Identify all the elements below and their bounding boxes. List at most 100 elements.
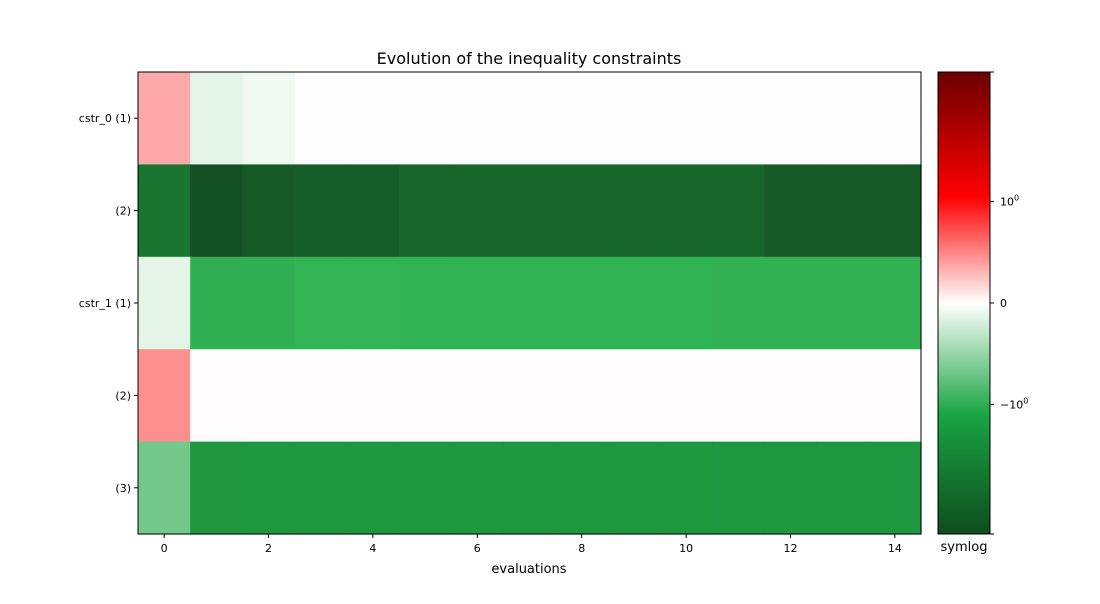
heatmap-cell	[660, 164, 713, 258]
heatmap-cell	[764, 164, 818, 258]
heatmap-cell	[816, 164, 870, 258]
x-tick-label: 10	[679, 542, 693, 555]
heatmap-cell	[764, 349, 818, 443]
heatmap-cell	[346, 441, 400, 535]
heatmap-cell	[555, 256, 609, 350]
heatmap-cell	[242, 164, 296, 258]
y-tick-label: (3)	[115, 482, 131, 495]
heatmap-cell	[451, 256, 504, 350]
heatmap-cell	[712, 256, 765, 350]
x-tick-label: 8	[578, 542, 585, 555]
heatmap-cell	[503, 256, 557, 350]
heatmap-cell	[660, 256, 713, 350]
heatmap-cell	[242, 349, 296, 443]
chart-title: Evolution of the inequality constraints	[377, 49, 682, 68]
heatmap-cell	[868, 441, 922, 535]
heatmap-cell	[294, 164, 348, 258]
heatmap-cell	[294, 349, 348, 443]
heatmap-cell	[399, 349, 452, 443]
y-tick-label: (2)	[115, 389, 131, 402]
heatmap-cell	[346, 164, 400, 258]
y-axis: cstr_0 (1) (2) cstr_1 (1) (2) (3)	[79, 112, 138, 495]
heatmap-cell	[503, 164, 557, 258]
heatmap-cell	[660, 349, 713, 443]
colorbar-ticks: 100 0 −100	[990, 71, 1028, 535]
heatmap-cell	[346, 72, 400, 165]
colorbar-tick-label: −100	[1000, 397, 1028, 412]
heatmap-cells	[138, 72, 922, 535]
y-tick-label: cstr_1 (1)	[79, 297, 131, 310]
heatmap-cell	[190, 72, 243, 165]
heatmap-cell	[399, 256, 452, 350]
heatmap-cell	[868, 164, 922, 258]
heatmap-cell	[451, 72, 504, 165]
heatmap-cell	[399, 72, 452, 165]
x-tick-label: 4	[369, 542, 376, 555]
heatmap-cell	[868, 72, 922, 165]
heatmap-cell	[503, 349, 557, 443]
heatmap-cell	[242, 72, 296, 165]
heatmap-cell	[138, 441, 191, 535]
heatmap-cell	[868, 256, 922, 350]
heatmap-cell	[399, 164, 452, 258]
heatmap-cell	[503, 441, 557, 535]
heatmap-cell	[138, 256, 191, 350]
heatmap-cell	[712, 72, 765, 165]
heatmap-cell	[555, 164, 609, 258]
heatmap-cell	[607, 349, 661, 443]
heatmap-cell	[138, 349, 191, 443]
heatmap-cell	[503, 72, 557, 165]
heatmap-cell	[764, 256, 818, 350]
x-axis-label: evaluations	[491, 562, 566, 577]
heatmap-cell	[294, 72, 348, 165]
heatmap-cell	[138, 164, 191, 258]
heatmap-cell	[816, 256, 870, 350]
heatmap-cell	[190, 256, 243, 350]
colorbar-label: symlog	[941, 540, 988, 555]
heatmap-cell	[712, 164, 765, 258]
heatmap-cell	[451, 349, 504, 443]
heatmap-cell	[816, 72, 870, 165]
heatmap-cell	[816, 349, 870, 443]
heatmap-cell	[607, 72, 661, 165]
heatmap-cell	[660, 72, 713, 165]
x-tick-label: 0	[161, 542, 168, 555]
x-axis: 0 2 4 6 8 10 12 14	[161, 534, 902, 555]
heatmap-cell	[816, 441, 870, 535]
y-tick-label: cstr_0 (1)	[79, 112, 131, 125]
heatmap-cell	[555, 349, 609, 443]
heatmap-cell	[138, 72, 191, 165]
heatmap-cell	[868, 349, 922, 443]
x-tick-label: 14	[888, 542, 902, 555]
x-tick-label: 6	[474, 542, 481, 555]
heatmap-cell	[399, 441, 452, 535]
heatmap-cell	[607, 441, 661, 535]
colorbar-tick-label: 100	[1000, 193, 1019, 208]
colorbar	[937, 71, 991, 535]
heatmap-cell	[346, 256, 400, 350]
heatmap-cell	[294, 441, 348, 535]
x-tick-label: 2	[265, 542, 272, 555]
heatmap-cell	[242, 256, 296, 350]
heatmap-cell	[555, 72, 609, 165]
heatmap-cell	[607, 164, 661, 258]
heatmap-cell	[607, 256, 661, 350]
x-tick-label: 12	[784, 542, 798, 555]
heatmap-cell	[764, 441, 818, 535]
heatmap-cell	[294, 256, 348, 350]
heatmap-cell	[451, 164, 504, 258]
heatmap-cell	[190, 441, 243, 535]
heatmap-cell	[712, 349, 765, 443]
colorbar-tick-label: 0	[1000, 297, 1007, 310]
y-tick-label: (2)	[115, 205, 131, 218]
heatmap-cell	[190, 349, 243, 443]
heatmap-cell	[712, 441, 765, 535]
heatmap-cell	[555, 441, 609, 535]
heatmap-cell	[242, 441, 296, 535]
heatmap-cell	[190, 164, 243, 258]
heatmap-cell	[451, 441, 504, 535]
heatmap-cell	[764, 72, 818, 165]
heatmap-cell	[660, 441, 713, 535]
heatmap-cell	[346, 349, 400, 443]
